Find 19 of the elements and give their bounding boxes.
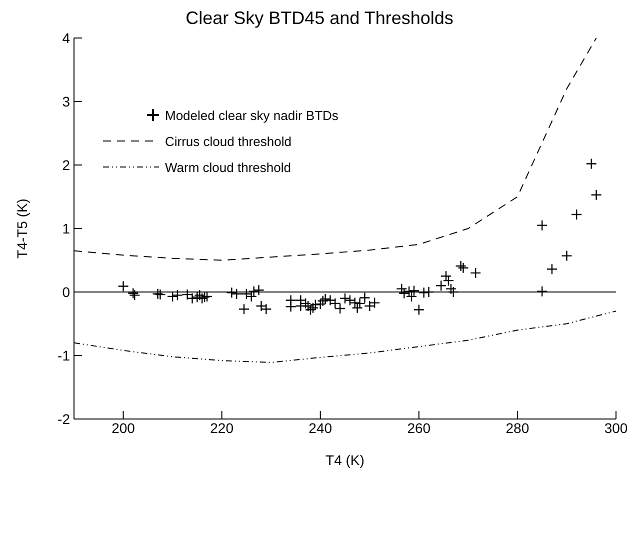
x-tick-label: 240 <box>308 420 332 436</box>
x-tick-label: 200 <box>112 420 136 436</box>
y-tick-label: -2 <box>58 410 70 427</box>
legend-label: Cirrus cloud threshold <box>165 134 292 148</box>
legend-label: Warm cloud threshold <box>165 160 291 174</box>
y-tick-label: 1 <box>62 220 70 236</box>
y-tick-label: -1 <box>58 347 70 364</box>
legend-label: Modeled clear sky nadir BTDs <box>165 108 338 122</box>
y-tick-label: 0 <box>62 284 70 300</box>
y-tick-label: 2 <box>62 156 70 173</box>
x-tick-label: 300 <box>604 420 628 436</box>
x-tick-label: 260 <box>407 420 431 436</box>
x-tick-label: 280 <box>506 420 530 436</box>
y-tick-label: 4 <box>62 30 70 46</box>
y-tick-label: 3 <box>62 93 70 110</box>
x-tick-label: 220 <box>210 420 234 436</box>
y-axis-title: T4-T5 (K) <box>14 198 30 258</box>
chart-title: Clear Sky BTD45 and Thresholds <box>186 8 454 28</box>
x-axis-title: T4 (K) <box>326 452 364 468</box>
